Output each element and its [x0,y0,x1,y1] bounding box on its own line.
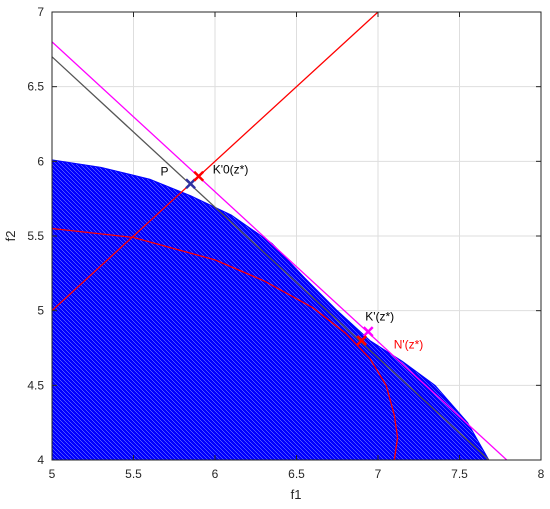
point-label: N'(z*) [394,338,424,352]
point-label: P [161,165,169,179]
point-marker [185,178,196,190]
feasible-region [52,159,490,460]
x-tick-label: 7 [375,467,382,481]
x-axis-label: f1 [291,487,302,502]
y-tick-label: 6.5 [27,80,44,94]
series-line-3 [52,12,379,312]
y-tick-label: 6 [37,154,44,168]
y-axis-ticks: 4 4.5 5 5.5 6 6.5 7 [27,5,541,467]
x-tick-label: 8 [538,467,545,481]
series-line-1 [52,56,490,460]
series-lines [52,12,508,460]
x-tick-label: 5 [49,467,56,481]
y-tick-label: 4.5 [27,378,44,392]
point-label: K'0(z*) [213,162,249,176]
x-tick-label: 6.5 [288,467,305,481]
feasible-region-fill [52,159,490,460]
series-line-2 [52,41,508,460]
x-tick-label: 7.5 [451,467,468,481]
y-tick-label: 5 [37,304,44,318]
series-line-4 [52,227,399,460]
point-label: K'(z*) [365,310,394,324]
y-tick-label: 4 [37,453,44,467]
y-axis-label: f2 [3,231,18,242]
point-marker [356,335,368,346]
marked-points: P K'0(z*) K'(z*)N'(z*) [161,162,424,351]
x-axis-ticks: 5 5.5 6 6.5 7 7.5 8 [49,12,545,481]
point-marker [362,326,374,337]
x-tick-label: 5.5 [125,467,142,481]
x-tick-label: 6 [212,467,219,481]
y-tick-label: 7 [37,5,44,19]
point-marker [193,170,205,182]
y-tick-label: 5.5 [27,229,44,243]
